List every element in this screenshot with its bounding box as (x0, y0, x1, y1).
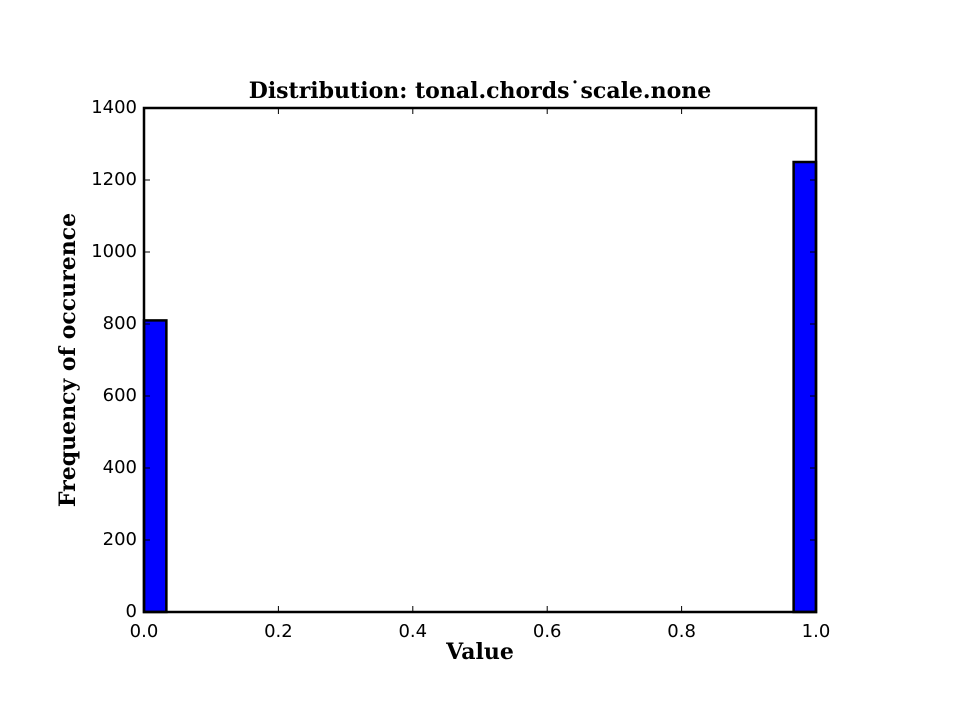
x-tick-label: 0.2 (264, 621, 293, 642)
y-tick-label: 0 (126, 601, 137, 622)
chart-title: Distribution: tonal.chords˙scale.none (249, 78, 712, 104)
y-tick-label: 600 (103, 385, 137, 406)
y-tick-label: 400 (103, 457, 137, 478)
y-tick-label: 1400 (91, 97, 137, 118)
y-tick-label: 1200 (91, 169, 137, 190)
x-tick-label: 0.8 (667, 621, 696, 642)
ticks-layer: 0.0 0.2 0.4 0.6 0.8 1.0 0 200 400 600 800 1000 1200 1… (91, 97, 830, 642)
y-axis-label: Frequency of occurence (55, 213, 81, 507)
x-tick-label: 0.0 (130, 621, 159, 642)
x-axis-label: Value (445, 639, 514, 665)
histogram-bar (792, 160, 818, 614)
x-tick-label: 0.6 (533, 621, 562, 642)
y-tick-label: 200 (103, 529, 137, 550)
x-tick-label: 0.4 (398, 621, 427, 642)
histogram-bar (142, 319, 168, 614)
bars-layer (142, 160, 818, 614)
x-tick-label: 1.0 (802, 621, 831, 642)
axes-frame (142, 106, 818, 614)
y-tick-label: 1000 (91, 241, 137, 262)
y-tick-label: 800 (103, 313, 137, 334)
